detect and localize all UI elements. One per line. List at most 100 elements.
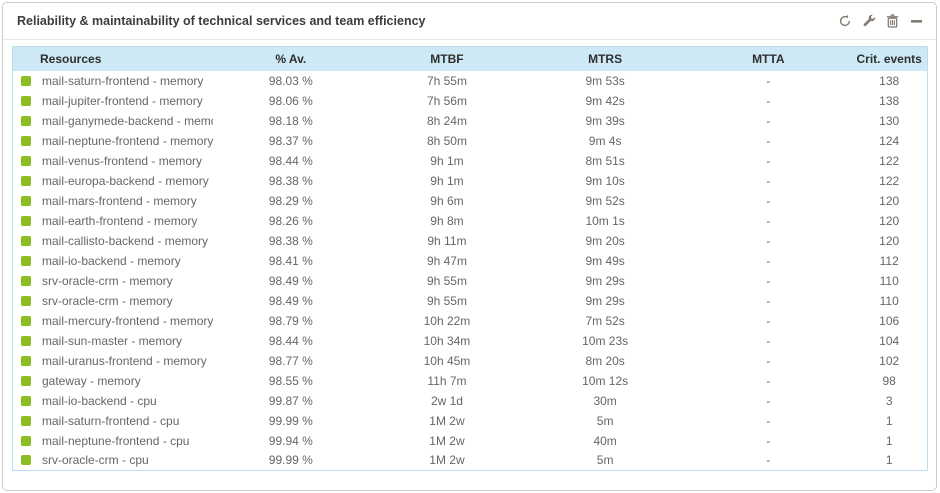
table-row[interactable]: mail-callisto-backend - memory 98.38 % 9… xyxy=(12,230,928,251)
table-row[interactable]: gateway - memory 98.55 % 11h 7m 10m 12s … xyxy=(12,370,928,391)
status-ok-icon xyxy=(21,155,31,166)
resource-cell[interactable]: mail-earth-frontend - memory xyxy=(12,210,213,231)
minimize-button[interactable] xyxy=(909,14,924,29)
widget-title: Reliability & maintainability of technic… xyxy=(17,14,426,28)
resource-cell[interactable]: gateway - memory xyxy=(12,370,213,391)
configure-button[interactable] xyxy=(861,14,876,29)
refresh-button[interactable] xyxy=(837,14,852,29)
table-row[interactable]: srv-oracle-crm - memory 98.49 % 9h 55m 9… xyxy=(12,290,928,311)
mtbf-cell: 11h 7m xyxy=(368,370,526,391)
status-ok-icon xyxy=(21,395,31,406)
mtta-cell: - xyxy=(685,410,852,431)
table-row[interactable]: mail-mercury-frontend - memory 98.79 % 1… xyxy=(12,310,928,331)
mtbf-cell: 10h 34m xyxy=(368,330,526,351)
mtta-cell: - xyxy=(685,90,852,111)
resource-name: srv-oracle-crm - memory xyxy=(42,293,173,308)
mtrs-cell: 9m 20s xyxy=(525,230,686,251)
crit-events-cell: 1 xyxy=(851,410,928,431)
availability-cell: 98.38 % xyxy=(212,170,369,191)
resource-cell[interactable]: mail-neptune-frontend - cpu xyxy=(12,430,213,451)
resource-cell[interactable]: mail-saturn-frontend - memory xyxy=(12,70,213,91)
table-row[interactable]: mail-io-backend - cpu 99.87 % 2w 1d 30m … xyxy=(12,390,928,411)
mtta-cell: - xyxy=(685,290,852,311)
mtbf-cell: 7h 55m xyxy=(368,70,526,91)
table-row[interactable]: srv-oracle-crm - cpu 99.99 % 1M 2w 5m - … xyxy=(12,450,928,471)
resource-cell[interactable]: mail-jupiter-frontend - memory xyxy=(12,90,213,111)
mtrs-cell: 30m xyxy=(525,390,686,411)
resource-name: srv-oracle-crm - memory xyxy=(42,273,173,288)
crit-events-cell: 112 xyxy=(851,250,928,271)
widget-header: Reliability & maintainability of technic… xyxy=(3,3,936,40)
resource-name: mail-earth-frontend - memory xyxy=(42,213,198,228)
resource-name: mail-neptune-frontend - cpu xyxy=(42,433,190,448)
crit-events-cell: 3 xyxy=(851,390,928,411)
crit-events-cell: 138 xyxy=(851,90,928,111)
column-header-crit-events[interactable]: Crit. events xyxy=(851,46,928,71)
wrench-icon xyxy=(862,14,876,28)
resource-cell[interactable]: srv-oracle-crm - cpu xyxy=(12,450,213,471)
column-header-resources[interactable]: Resources xyxy=(12,46,213,71)
table-row[interactable]: mail-neptune-frontend - cpu 99.94 % 1M 2… xyxy=(12,430,928,451)
resource-cell[interactable]: mail-europa-backend - memory xyxy=(12,170,213,191)
status-ok-icon xyxy=(21,115,31,126)
mtbf-cell: 9h 55m xyxy=(368,270,526,291)
crit-events-cell: 138 xyxy=(851,70,928,91)
crit-events-cell: 120 xyxy=(851,190,928,211)
resource-cell[interactable]: mail-io-backend - cpu xyxy=(12,390,213,411)
resource-cell[interactable]: mail-ganymede-backend - memory xyxy=(12,110,213,131)
table-row[interactable]: mail-jupiter-frontend - memory 98.06 % 7… xyxy=(12,90,928,111)
resource-cell[interactable]: mail-mercury-frontend - memory xyxy=(12,310,213,331)
crit-events-cell: 98 xyxy=(851,370,928,391)
table-row[interactable]: mail-saturn-frontend - memory 98.03 % 7h… xyxy=(12,70,928,91)
table-row[interactable]: mail-sun-master - memory 98.44 % 10h 34m… xyxy=(12,330,928,351)
status-ok-icon xyxy=(21,215,31,226)
resource-cell[interactable]: mail-io-backend - memory xyxy=(12,250,213,271)
mtbf-cell: 8h 24m xyxy=(368,110,526,131)
resource-name: srv-oracle-crm - cpu xyxy=(42,453,149,468)
mtrs-cell: 9m 39s xyxy=(525,110,686,131)
availability-cell: 98.44 % xyxy=(212,330,369,351)
column-header-mtta[interactable]: MTTA xyxy=(685,46,852,71)
mtrs-cell: 9m 10s xyxy=(525,170,686,191)
table-row[interactable]: mail-uranus-frontend - memory 98.77 % 10… xyxy=(12,350,928,371)
status-ok-icon xyxy=(21,415,31,426)
resource-cell[interactable]: srv-oracle-crm - memory xyxy=(12,270,213,291)
status-ok-icon xyxy=(21,195,31,206)
delete-button[interactable] xyxy=(885,14,900,29)
resource-cell[interactable]: mail-neptune-frontend - memory xyxy=(12,130,213,151)
minus-icon xyxy=(910,14,923,28)
table-row[interactable]: mail-ganymede-backend - memory 98.18 % 8… xyxy=(12,110,928,131)
mtta-cell: - xyxy=(685,170,852,191)
mtrs-cell: 9m 42s xyxy=(525,90,686,111)
crit-events-cell: 120 xyxy=(851,230,928,251)
table-row[interactable]: mail-io-backend - memory 98.41 % 9h 47m … xyxy=(12,250,928,271)
table-header-row: Resources % Av. MTBF MTRS MTTA Crit. eve… xyxy=(12,46,928,71)
resource-cell[interactable]: mail-sun-master - memory xyxy=(12,330,213,351)
mtrs-cell: 40m xyxy=(525,430,686,451)
table-row[interactable]: mail-neptune-frontend - memory 98.37 % 8… xyxy=(12,130,928,151)
table-row[interactable]: mail-venus-frontend - memory 98.44 % 9h … xyxy=(12,150,928,171)
resource-cell[interactable]: srv-oracle-crm - memory xyxy=(12,290,213,311)
table-row[interactable]: mail-earth-frontend - memory 98.26 % 9h … xyxy=(12,210,928,231)
table-row[interactable]: mail-mars-frontend - memory 98.29 % 9h 6… xyxy=(12,190,928,211)
resource-cell[interactable]: mail-callisto-backend - memory xyxy=(12,230,213,251)
table-row[interactable]: srv-oracle-crm - memory 98.49 % 9h 55m 9… xyxy=(12,270,928,291)
resource-name: mail-venus-frontend - memory xyxy=(42,153,203,168)
resource-cell[interactable]: mail-mars-frontend - memory xyxy=(12,190,213,211)
availability-cell: 98.79 % xyxy=(212,310,369,331)
column-header-mtbf[interactable]: MTBF xyxy=(368,46,526,71)
availability-cell: 98.03 % xyxy=(212,70,369,91)
resource-cell[interactable]: mail-uranus-frontend - memory xyxy=(12,350,213,371)
table-row[interactable]: mail-saturn-frontend - cpu 99.99 % 1M 2w… xyxy=(12,410,928,431)
mtbf-cell: 1M 2w xyxy=(368,430,526,451)
resource-cell[interactable]: mail-venus-frontend - memory xyxy=(12,150,213,171)
mtrs-cell: 5m xyxy=(525,410,686,431)
availability-cell: 98.41 % xyxy=(212,250,369,271)
table-row[interactable]: mail-europa-backend - memory 98.38 % 9h … xyxy=(12,170,928,191)
resource-cell[interactable]: mail-saturn-frontend - cpu xyxy=(12,410,213,431)
column-header-availability[interactable]: % Av. xyxy=(212,46,369,71)
mtbf-cell: 2w 1d xyxy=(368,390,526,411)
status-ok-icon xyxy=(21,175,31,186)
column-header-mtrs[interactable]: MTRS xyxy=(525,46,686,71)
